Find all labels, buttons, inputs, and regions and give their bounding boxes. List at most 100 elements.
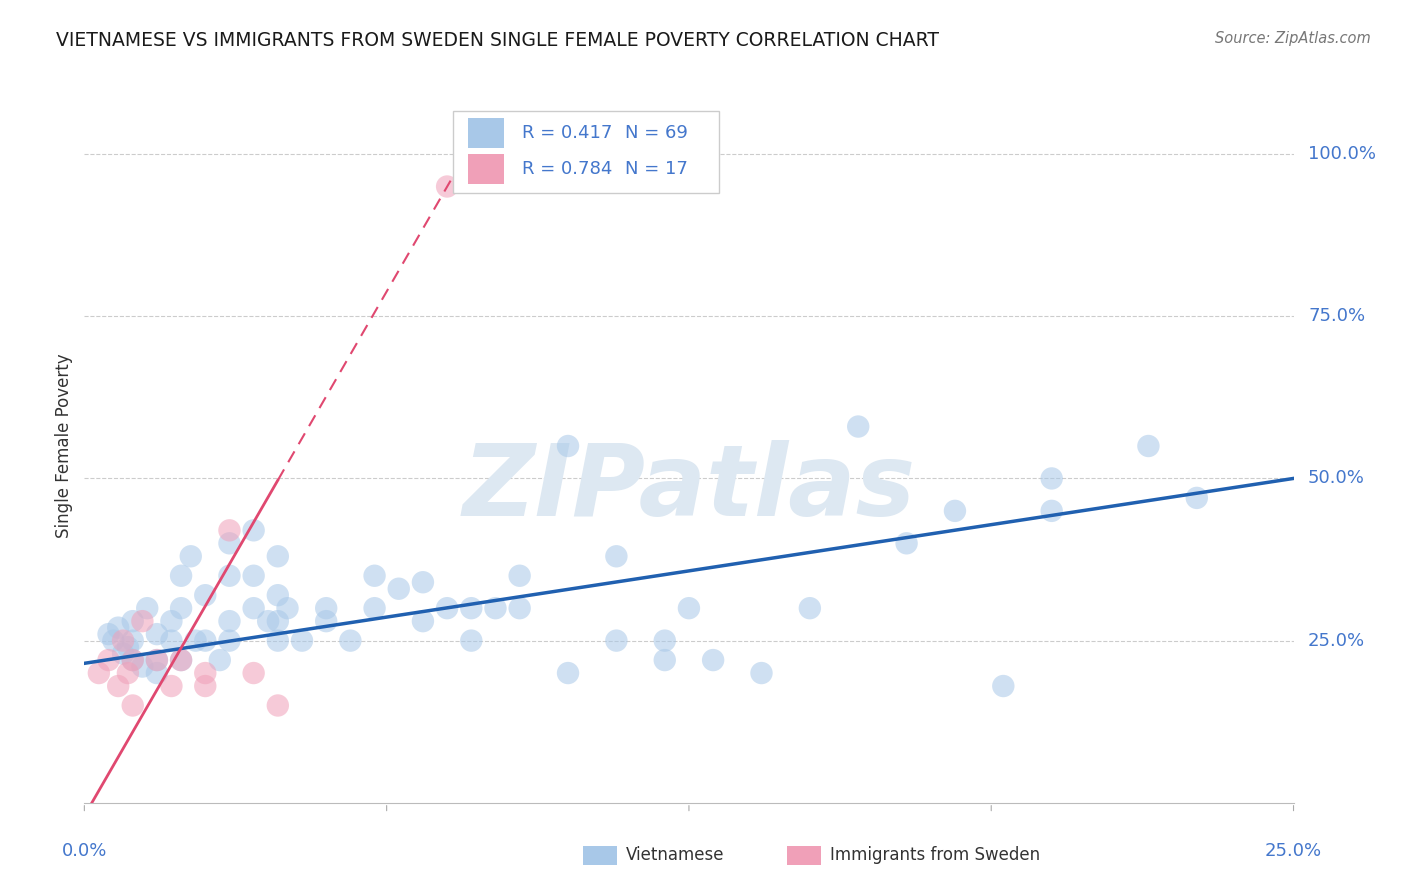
Point [194, 633, 217, 648]
Point [257, 614, 280, 628]
Point [605, 549, 627, 564]
Point [412, 575, 434, 590]
Point [121, 633, 143, 648]
Point [509, 568, 531, 582]
Point [509, 601, 531, 615]
Point [242, 601, 264, 615]
Point [218, 614, 240, 628]
Text: Source: ZipAtlas.com: Source: ZipAtlas.com [1215, 31, 1371, 46]
Point [107, 621, 129, 635]
Point [194, 666, 217, 681]
Point [276, 601, 298, 615]
Point [943, 504, 966, 518]
Bar [468, 154, 503, 184]
Point [557, 439, 579, 453]
Bar [468, 119, 503, 148]
Point [131, 614, 153, 628]
Point [412, 614, 434, 628]
Point [242, 666, 264, 681]
Point [702, 653, 724, 667]
Point [160, 633, 183, 648]
Point [97, 653, 120, 667]
Text: 0.0%: 0.0% [62, 842, 107, 860]
FancyBboxPatch shape [453, 111, 720, 193]
Point [146, 627, 169, 641]
Point [218, 524, 240, 538]
Point [1040, 471, 1063, 485]
Point [97, 627, 120, 641]
Point [218, 633, 240, 648]
Point [121, 653, 143, 667]
Point [267, 588, 290, 602]
Point [557, 666, 579, 681]
Point [117, 640, 139, 654]
Point [484, 601, 506, 615]
Point [896, 536, 918, 550]
Point [267, 633, 290, 648]
Point [654, 633, 676, 648]
Point [605, 633, 627, 648]
Point [194, 588, 217, 602]
Point [436, 601, 458, 615]
Point [460, 633, 482, 648]
Point [267, 698, 290, 713]
Point [460, 601, 482, 615]
Point [436, 179, 458, 194]
Point [993, 679, 1015, 693]
Point [218, 536, 240, 550]
Point [242, 568, 264, 582]
Point [1185, 491, 1208, 505]
Text: 75.0%: 75.0% [1308, 307, 1365, 326]
Text: Vietnamese: Vietnamese [626, 847, 724, 864]
Text: N = 17: N = 17 [624, 161, 688, 178]
Point [194, 679, 217, 693]
Point [170, 653, 193, 667]
Point [339, 633, 361, 648]
Point [267, 549, 290, 564]
Text: R = 0.417: R = 0.417 [522, 125, 613, 143]
Point [136, 601, 159, 615]
Point [1040, 504, 1063, 518]
Point [121, 698, 143, 713]
Point [846, 419, 869, 434]
Point [146, 653, 169, 667]
Point [160, 679, 183, 693]
Point [799, 601, 821, 615]
Point [107, 679, 129, 693]
Text: R = 0.784: R = 0.784 [522, 161, 613, 178]
Point [315, 601, 337, 615]
Point [218, 568, 240, 582]
Point [146, 653, 169, 667]
Point [242, 524, 264, 538]
Point [388, 582, 411, 596]
Point [184, 633, 207, 648]
Point [291, 633, 314, 648]
Text: VIETNAMESE VS IMMIGRANTS FROM SWEDEN SINGLE FEMALE POVERTY CORRELATION CHART: VIETNAMESE VS IMMIGRANTS FROM SWEDEN SIN… [56, 31, 939, 50]
Text: 50.0%: 50.0% [1308, 469, 1365, 487]
Point [170, 653, 193, 667]
Point [121, 614, 143, 628]
Point [267, 614, 290, 628]
Point [363, 568, 385, 582]
Text: ZIPatlas: ZIPatlas [463, 441, 915, 537]
Point [131, 659, 153, 673]
Text: 25.0%: 25.0% [1265, 842, 1322, 860]
Point [363, 601, 385, 615]
Text: 100.0%: 100.0% [1308, 145, 1376, 163]
Point [180, 549, 202, 564]
Text: 25.0%: 25.0% [1308, 632, 1365, 649]
Y-axis label: Single Female Poverty: Single Female Poverty [55, 354, 73, 538]
Point [170, 601, 193, 615]
Point [146, 666, 169, 681]
Point [112, 647, 135, 661]
Point [208, 653, 231, 667]
Text: N = 69: N = 69 [624, 125, 688, 143]
Point [87, 666, 110, 681]
Point [112, 633, 135, 648]
Point [121, 653, 143, 667]
Point [678, 601, 700, 615]
Point [315, 614, 337, 628]
Text: Immigrants from Sweden: Immigrants from Sweden [830, 847, 1039, 864]
Point [751, 666, 773, 681]
Point [654, 653, 676, 667]
